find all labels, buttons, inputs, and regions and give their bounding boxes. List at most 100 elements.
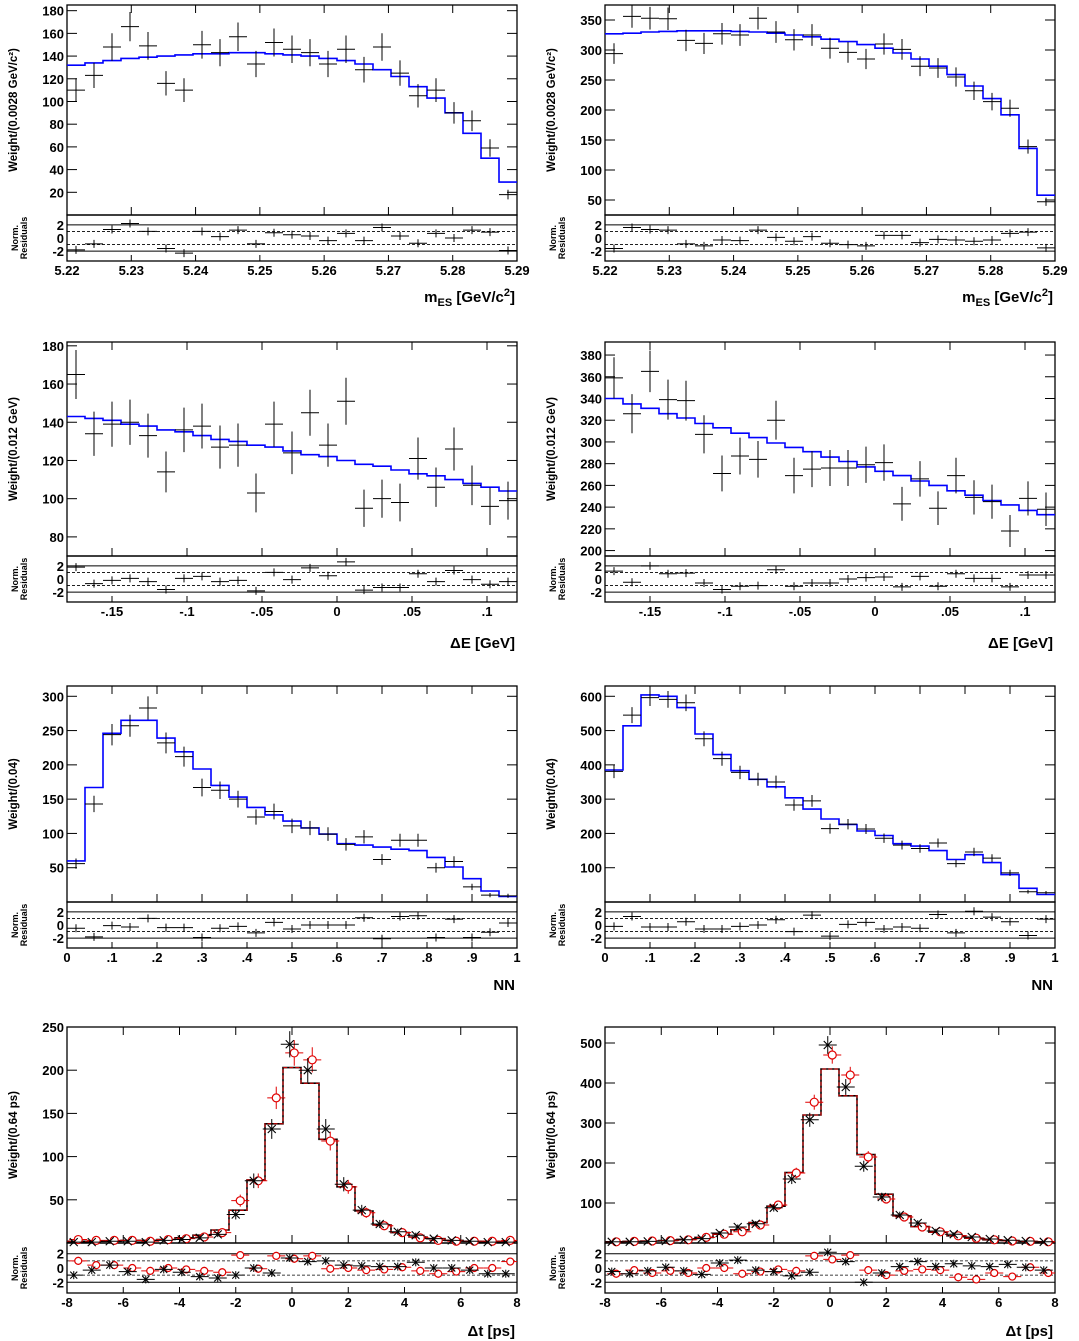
- residual-frame: [604, 555, 1056, 603]
- data-point-marker-x: [931, 1226, 941, 1236]
- residual-marker-x: [967, 1261, 976, 1270]
- residual-axis-label: Residuals: [19, 217, 29, 260]
- data-point-marker-x: [859, 1161, 869, 1171]
- y-tick-label: 300: [580, 435, 602, 450]
- y-tick-label: 250: [42, 724, 64, 739]
- x-tick-label: .9: [1005, 950, 1016, 965]
- data-point-marker-x: [877, 1192, 887, 1202]
- residual-marker-o: [488, 1263, 497, 1273]
- x-tick-label: .05: [403, 604, 421, 619]
- data-point-marker-x: [841, 1082, 851, 1092]
- residual-axis-label: Norm.: [548, 912, 558, 938]
- y-tick-label: 350: [580, 13, 602, 28]
- y-tick-label: 200: [580, 544, 602, 559]
- residual-marker-o: [434, 1269, 443, 1278]
- residual-marker-x: [1003, 1260, 1012, 1269]
- y-tick-label: 300: [580, 43, 602, 58]
- x-tick-label: 5.22: [54, 263, 79, 278]
- residual-marker-o: [506, 1257, 515, 1266]
- x-axis-label: ΔE [GeV]: [450, 635, 515, 652]
- y-axis-label: Weight/(0.04): [8, 758, 20, 830]
- data-point-marker-x: [141, 1237, 151, 1247]
- x-tick-label: 8: [513, 1295, 520, 1310]
- residual-marker-x: [715, 1259, 724, 1267]
- x-tick-label: .2: [152, 950, 163, 965]
- residual-marker-o: [452, 1267, 461, 1276]
- fit-curve-2: [605, 1068, 1055, 1243]
- y-tick-label: 220: [580, 522, 602, 537]
- y-tick-label: 180: [42, 339, 64, 354]
- residual-marker-x: [357, 1261, 366, 1270]
- residual-tick-label: 2: [57, 559, 64, 574]
- y-tick-label: 140: [42, 49, 64, 64]
- data-point-marker-x: [1003, 1235, 1013, 1245]
- residual-marker-x: [679, 1266, 688, 1275]
- data-point-marker-x: [805, 1115, 815, 1125]
- x-tick-label: 1: [513, 950, 520, 965]
- residual-marker-o: [182, 1265, 191, 1274]
- main-frame: [604, 685, 1056, 903]
- residual-tick-label: -2: [590, 1275, 602, 1290]
- residual-tick-label: -2: [52, 1275, 64, 1290]
- data-point-marker-x: [465, 1236, 475, 1246]
- residual-marker-x: [159, 1265, 168, 1274]
- x-tick-label: .1: [645, 950, 656, 965]
- residual-marker-x: [859, 1278, 868, 1287]
- residual-tick-label: 0: [595, 231, 602, 246]
- residual-tick-label: 0: [57, 572, 64, 587]
- x-tick-label: 5.22: [592, 263, 617, 278]
- residual-marker-o: [738, 1269, 747, 1278]
- data-point-marker-o: [235, 1196, 245, 1206]
- residual-frame: [66, 214, 518, 262]
- x-tick-label: .8: [422, 950, 433, 965]
- data-point-marker-o: [271, 1093, 281, 1103]
- residual-marker-x: [195, 1272, 204, 1281]
- y-tick-label: 100: [42, 1150, 64, 1165]
- fit-curve: [605, 694, 1055, 896]
- x-tick-label: -2: [768, 1295, 780, 1310]
- data-point-marker-o: [791, 1168, 801, 1178]
- y-tick-label: 100: [580, 163, 602, 178]
- residual-tick-label: 2: [57, 1247, 64, 1262]
- y-tick-label: 200: [42, 758, 64, 773]
- residual-marker-o: [272, 1251, 281, 1260]
- data-point-marker-x: [123, 1236, 133, 1246]
- residual-marker-x: [87, 1266, 96, 1275]
- y-axis-label: Weight/(0.012 GeV): [8, 397, 20, 501]
- x-tick-label: 0: [288, 1295, 295, 1310]
- data-point-marker-x: [751, 1219, 761, 1229]
- residual-marker-o: [344, 1263, 353, 1273]
- x-tick-label: .1: [107, 950, 118, 965]
- fit-curve: [605, 1068, 1055, 1243]
- x-tick-label: -8: [599, 1295, 611, 1310]
- x-tick-label: 5.25: [247, 263, 272, 278]
- residual-marker-x: [1021, 1263, 1030, 1272]
- x-tick-label: -6: [117, 1295, 129, 1310]
- x-tick-label: .3: [735, 950, 746, 965]
- data-point-marker-x: [87, 1237, 97, 1247]
- residual-tick-label: 0: [57, 1261, 64, 1276]
- residual-axis-label: Residuals: [557, 904, 567, 947]
- data-point-marker-x: [447, 1236, 457, 1245]
- residual-axis-label: Residuals: [19, 1247, 29, 1290]
- y-axis-label: Weight/(0.64 ps): [8, 1091, 20, 1179]
- fit-curve: [67, 1066, 517, 1243]
- residual-tick-label: -2: [52, 244, 64, 259]
- residual-marker-x: [285, 1254, 294, 1262]
- x-tick-label: -.1: [179, 604, 194, 619]
- x-tick-label: 5.26: [849, 263, 874, 278]
- residual-marker-o: [308, 1251, 317, 1260]
- data-point-marker-x: [985, 1234, 995, 1244]
- residual-tick-label: -2: [52, 585, 64, 600]
- residual-marker-x: [949, 1259, 958, 1268]
- residual-axis-label: Norm.: [10, 566, 20, 592]
- y-tick-label: 180: [42, 4, 64, 19]
- residual-axis-label: Residuals: [557, 217, 567, 260]
- x-axis-label: mES [GeV/c2]: [424, 287, 515, 309]
- residual-marker-o: [1008, 1272, 1017, 1281]
- y-axis-label: Weight/(0.0028 GeV/c²): [8, 48, 20, 172]
- x-tick-label: 6: [995, 1295, 1002, 1310]
- x-tick-label: .7: [377, 950, 388, 965]
